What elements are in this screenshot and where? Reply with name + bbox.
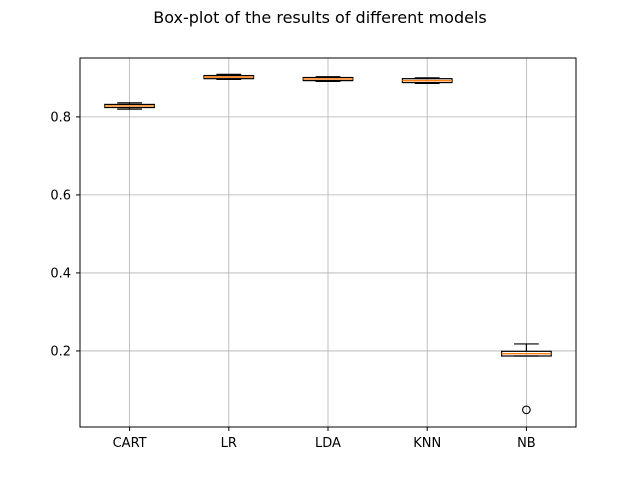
box-nb: [501, 343, 552, 415]
grid-lines: [80, 58, 576, 427]
y-tick-label: 0.2: [50, 344, 71, 359]
axis-ticks: CART LR LDA KNN NB 0.2 0.4 0.6 0.8: [50, 110, 535, 451]
y-tick-label: 0.4: [50, 266, 71, 281]
y-tick-label: 0.8: [50, 110, 71, 125]
x-tick-label: CART: [113, 436, 147, 451]
box-cart: [104, 102, 156, 110]
x-tick-label: LR: [221, 436, 237, 451]
y-tick-label: 0.6: [50, 188, 71, 203]
chart-title: Box-plot of the results of different mod…: [153, 8, 487, 27]
x-tick-label: NB: [517, 436, 536, 451]
x-tick-label: LDA: [315, 436, 341, 451]
box-lr: [203, 73, 255, 81]
x-tick-label: KNN: [413, 436, 441, 451]
box-series: [104, 73, 552, 415]
outlier-point: [522, 405, 531, 415]
box-lda: [302, 76, 354, 83]
box-knn: [401, 77, 453, 84]
